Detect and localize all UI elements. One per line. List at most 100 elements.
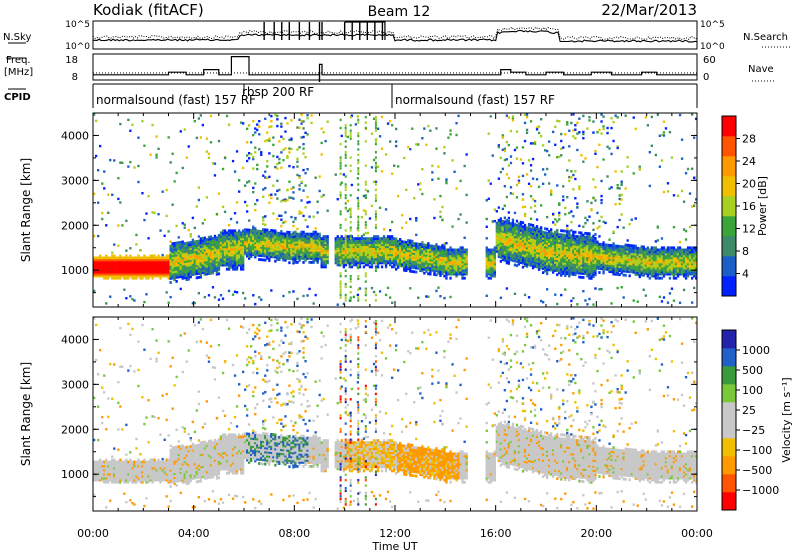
data-cell (105, 302, 108, 305)
data-cell (419, 255, 422, 258)
data-cell (602, 245, 605, 249)
data-cell (511, 218, 515, 222)
data-cell (433, 251, 436, 254)
data-cell (205, 256, 209, 260)
data-cell (608, 262, 611, 265)
data-cell (175, 251, 178, 255)
data-cell (235, 263, 239, 267)
data-cell (197, 263, 201, 267)
data-cell (378, 135, 382, 138)
data-cell (395, 140, 398, 143)
data-cell (378, 247, 382, 251)
data-cell (167, 258, 170, 262)
data-cell (360, 259, 364, 263)
data-cell (461, 270, 464, 274)
data-cell (491, 220, 494, 223)
data-cell (550, 264, 553, 268)
data-cell (256, 251, 259, 255)
data-cell (213, 234, 217, 238)
data-cell (529, 241, 533, 245)
data-cell (638, 255, 641, 258)
data-cell (380, 255, 384, 259)
data-cell (586, 244, 589, 247)
data-cell (465, 252, 468, 256)
data-cell (620, 255, 623, 259)
data-cell (580, 245, 583, 249)
data-cell (123, 260, 126, 264)
data-cell (548, 248, 551, 251)
data-cell (533, 242, 537, 246)
data-cell (181, 260, 184, 264)
data-cell (540, 135, 543, 138)
data-cell (594, 287, 597, 290)
data-cell (288, 164, 291, 168)
data-cell (429, 268, 432, 272)
data-cell (395, 259, 398, 263)
data-cell (185, 260, 188, 263)
data-cell (290, 253, 293, 257)
data-cell (399, 252, 402, 255)
data-cell (485, 246, 488, 250)
data-cell (264, 258, 267, 262)
data-cell (223, 253, 227, 257)
data-cell (509, 240, 513, 244)
data-cell (288, 253, 291, 256)
data-cell (614, 256, 617, 260)
data-cell (590, 248, 593, 252)
data-cell (578, 247, 581, 251)
data-cell (588, 272, 591, 276)
data-cell (159, 266, 162, 270)
data-cell (612, 272, 615, 276)
data-cell (610, 117, 613, 120)
data-cell (441, 260, 444, 263)
data-cell (572, 256, 575, 260)
data-cell (322, 255, 325, 259)
data-cell (342, 241, 346, 245)
data-cell (417, 250, 420, 254)
data-cell (433, 263, 436, 266)
data-cell (588, 274, 591, 278)
data-cell (99, 262, 102, 266)
data-cell (602, 257, 605, 261)
data-cell (372, 261, 376, 265)
data-cell (405, 255, 408, 258)
data-cell (634, 217, 637, 220)
data-cell (173, 272, 176, 276)
data-cell (443, 246, 446, 250)
data-cell (574, 257, 577, 260)
data-cell (519, 255, 523, 258)
data-cell (511, 259, 515, 262)
data-cell (419, 249, 422, 252)
data-cell (461, 258, 464, 262)
data-cell (229, 259, 233, 263)
data-cell (401, 244, 404, 248)
data-cell (262, 258, 265, 262)
data-cell (189, 245, 192, 248)
data-cell (552, 242, 555, 246)
data-cell (113, 243, 116, 246)
data-cell (185, 266, 188, 269)
data-cell (165, 214, 168, 218)
data-cell (318, 253, 321, 256)
data-cell (258, 125, 261, 128)
data-cell (189, 233, 192, 236)
data-cell (568, 244, 571, 248)
data-cell (119, 274, 122, 278)
data-cell (201, 263, 205, 266)
data-cell (584, 235, 587, 239)
data-cell (296, 160, 299, 163)
data-cell (298, 238, 301, 242)
data-cell (425, 249, 428, 253)
data-cell (282, 246, 285, 250)
data-cell (562, 198, 565, 202)
data-cell (489, 272, 492, 276)
data-cell (435, 261, 438, 265)
data-cell (244, 250, 247, 254)
data-cell (588, 266, 591, 270)
data-cell (636, 300, 639, 303)
data-cell (324, 265, 327, 269)
data-cell (211, 249, 215, 253)
data-cell (558, 239, 561, 242)
data-cell (244, 246, 247, 250)
data-cell (566, 260, 569, 264)
